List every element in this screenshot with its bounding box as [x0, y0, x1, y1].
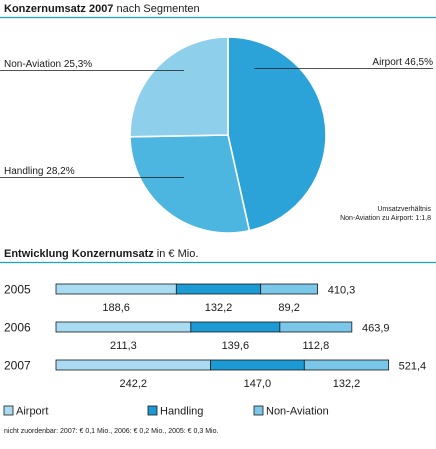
pie-label-handling: Handling 28,2% [4, 166, 75, 177]
bar-segment-non-aviation-2007 [303, 359, 390, 371]
bar-value-label-non-aviation-2006: 112,8 [303, 340, 330, 352]
footnote: nicht zuordenbar: 2007: € 0,1 Mio., 2006… [4, 428, 218, 435]
bar-value-label-non-aviation-2005: 89,2 [278, 302, 299, 314]
bar-value-label-handling-2007: 147,0 [244, 378, 272, 390]
legend-label-non-aviation: Non-Aviation [266, 406, 329, 418]
pie-slice-non-aviation [129, 36, 229, 138]
pie-slice-handling [129, 134, 251, 234]
pie-annotation-line-1: Umsatzverhältnis [377, 206, 431, 213]
bar-segment-handling-2007 [210, 359, 305, 371]
bar-segment-handling-2005 [175, 283, 262, 295]
pie-chart-title-suffix: nach Segmenten [113, 3, 199, 15]
pie-chart: Airport 46,5% Handling 28,2% Non-Aviation … [0, 36, 433, 234]
pie-label-airport: Airport 46,5% [372, 57, 433, 68]
stacked-bar-chart: 2005 188,6 132,2 89,2 410,3 2006 211,3 139,6 112… [4, 283, 426, 391]
pie-label-non-aviation: Non-Aviation 25,3% [4, 59, 92, 70]
bar-value-label-handling-2006: 139,6 [222, 340, 250, 352]
bar-category-label-2007: 2007 [4, 359, 31, 373]
legend-label-airport: Airport [16, 406, 48, 418]
legend-swatch-airport [3, 405, 14, 416]
legend-swatch-handling [147, 405, 158, 416]
bar-segment-non-aviation-2005 [260, 283, 318, 295]
bar-value-label-airport-2007: 242,2 [119, 378, 147, 390]
bar-total-label-2005: 410,3 [328, 285, 356, 297]
legend-label-handling: Handling [160, 406, 203, 418]
pie-annotation-line-2: Non-Aviation zu Airport: 1:1,8 [340, 215, 431, 222]
pie-slice-airport [227, 36, 327, 232]
bar-segment-non-aviation-2006 [279, 321, 353, 333]
bar-value-label-airport-2006: 211,3 [110, 340, 137, 352]
bar-chart-title: Entwicklung Konzernumsatz [4, 248, 154, 260]
bar-total-label-2006: 463,9 [362, 323, 390, 335]
pie-chart-title-line: Konzernumsatz 2007 nach Segmenten [4, 3, 200, 15]
bar-category-label-2005: 2005 [4, 283, 31, 297]
bar-value-label-non-aviation-2007: 132,2 [333, 378, 361, 390]
bar-segment-airport-2005 [55, 283, 177, 295]
bar-chart-title-suffix: in € Mio. [154, 248, 199, 260]
pie-chart-title: Konzernumsatz 2007 [4, 3, 113, 15]
bar-category-label-2006: 2006 [4, 321, 31, 335]
bar-segment-airport-2006 [55, 321, 192, 333]
legend-swatch-non-aviation [253, 405, 264, 416]
bar-segment-airport-2007 [55, 359, 211, 371]
bar-value-label-airport-2005: 188,6 [102, 302, 130, 314]
legend: Airport Handling Non-Aviation [3, 405, 329, 418]
bar-total-label-2007: 521,4 [399, 361, 427, 373]
bar-chart-title-line: Entwicklung Konzernumsatz in € Mio. [4, 248, 198, 260]
bar-segment-handling-2006 [190, 321, 281, 333]
bar-value-label-handling-2005: 132,2 [205, 302, 233, 314]
